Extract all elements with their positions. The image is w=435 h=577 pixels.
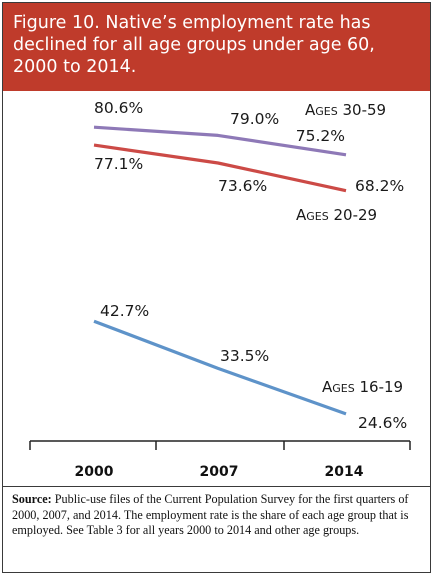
data-label: 75.2% <box>296 127 345 145</box>
data-label: 42.7% <box>100 302 149 320</box>
source-divider <box>3 486 430 487</box>
data-label: 80.6% <box>94 99 143 117</box>
figure-title: Figure 10. Native’s employment rate has … <box>3 3 430 91</box>
title-line: Figure 10. Native’s employment rate has <box>13 13 371 33</box>
title-line: declined for all age groups under age 60… <box>13 35 375 55</box>
series-name-label: Ages 20-29 <box>296 206 377 224</box>
data-label: 77.1% <box>94 155 143 173</box>
source-text: Public-use files of the Current Populati… <box>12 492 409 537</box>
x-tick-label: 2000 <box>75 464 114 480</box>
series-line <box>93 125 347 157</box>
series-line <box>93 143 347 193</box>
series-line <box>93 319 347 416</box>
series-name-label: Ages 30-59 <box>305 101 386 119</box>
figure-frame <box>2 2 431 573</box>
source-note: Source: Public-use files of the Current … <box>12 492 422 539</box>
data-label: 24.6% <box>358 414 407 432</box>
series-name-label: Ages 16-19 <box>322 378 403 396</box>
data-label: 79.0% <box>230 110 279 128</box>
data-label: 33.5% <box>220 347 269 365</box>
x-tick-label: 2014 <box>325 464 364 480</box>
x-tick-label: 2007 <box>200 464 239 480</box>
source-label: Source: <box>12 492 52 506</box>
data-label: 73.6% <box>218 177 267 195</box>
title-line: 2000 to 2014. <box>13 57 137 77</box>
data-label: 68.2% <box>355 177 404 195</box>
